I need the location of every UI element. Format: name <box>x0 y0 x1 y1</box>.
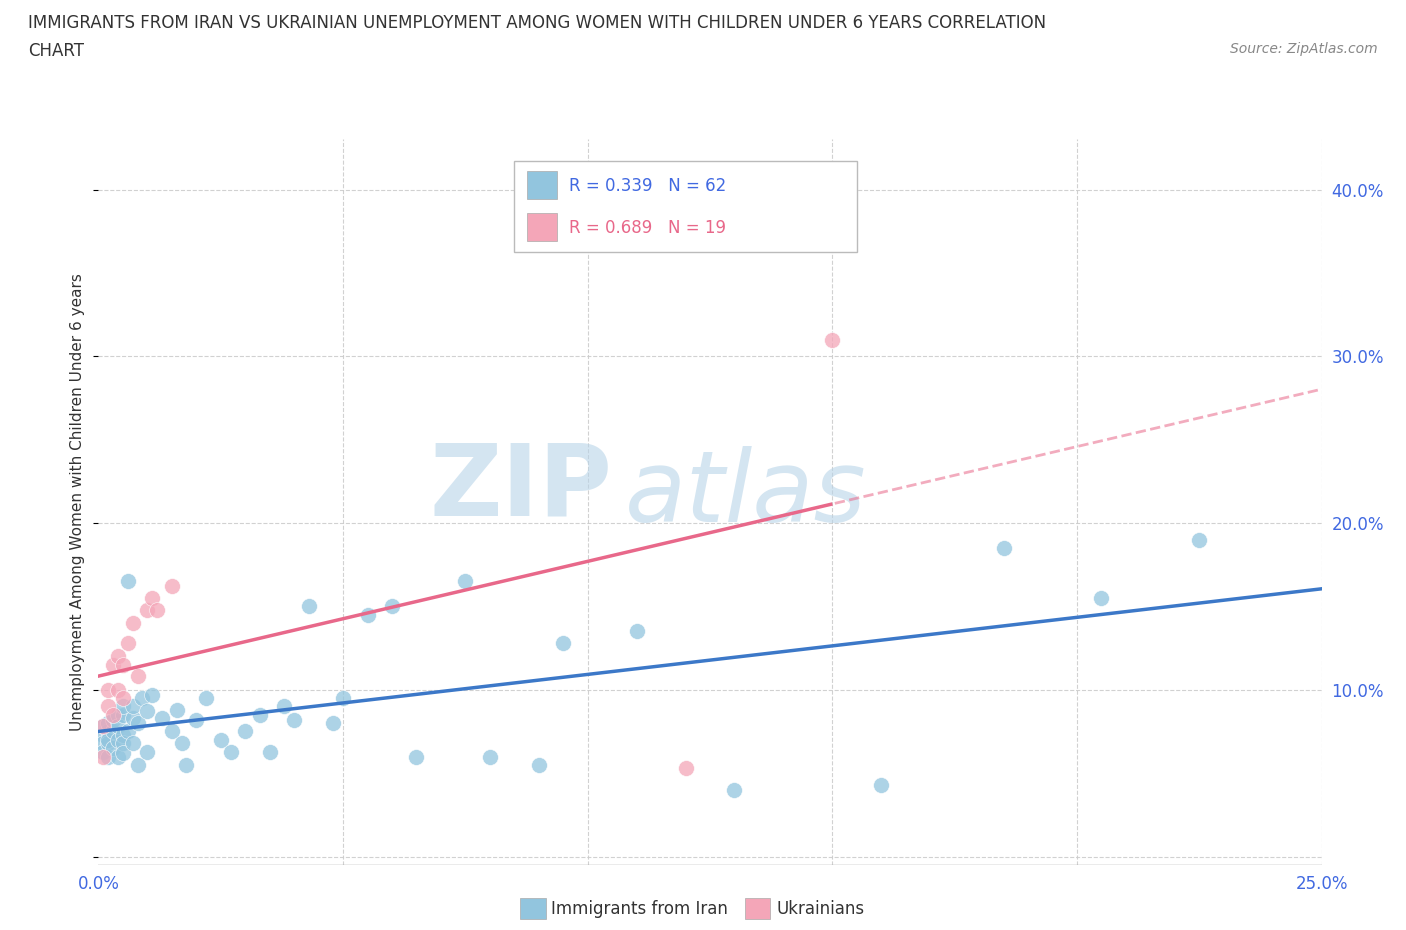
FancyBboxPatch shape <box>526 214 557 241</box>
Point <box>97 699 120 714</box>
Point <box>91 727 114 742</box>
Point <box>101 658 124 672</box>
Text: CHART: CHART <box>28 42 84 60</box>
Point <box>111 691 134 706</box>
Point <box>91 719 114 734</box>
Point <box>170 736 193 751</box>
Text: R = 0.339   N = 62: R = 0.339 N = 62 <box>569 177 727 195</box>
Point <box>176 757 198 772</box>
Point <box>322 716 344 731</box>
Point <box>136 744 159 759</box>
Point <box>107 719 129 734</box>
Point <box>107 733 129 748</box>
Point <box>121 711 143 725</box>
Text: Source: ZipAtlas.com: Source: ZipAtlas.com <box>1230 42 1378 56</box>
Point <box>454 574 477 589</box>
Point <box>97 716 120 731</box>
Point <box>97 733 120 748</box>
Point <box>553 636 575 651</box>
Point <box>146 603 169 618</box>
Point <box>233 724 256 739</box>
Point <box>97 724 120 739</box>
Point <box>107 683 129 698</box>
Point <box>160 579 183 594</box>
Point <box>117 636 139 651</box>
Point <box>111 727 134 742</box>
Point <box>117 574 139 589</box>
Text: atlas: atlas <box>624 446 866 543</box>
Point <box>527 757 550 772</box>
Point <box>127 757 149 772</box>
Point <box>101 740 124 755</box>
Point <box>219 744 242 759</box>
Point <box>111 746 134 761</box>
Point <box>97 683 120 698</box>
Point <box>993 540 1015 555</box>
Point <box>136 704 159 719</box>
Point <box>101 724 124 739</box>
Point <box>111 658 134 672</box>
Point <box>298 599 321 614</box>
Point <box>111 708 134 723</box>
Point <box>121 616 143 631</box>
Point <box>821 332 844 347</box>
Point <box>141 687 163 702</box>
Point <box>195 691 218 706</box>
Point <box>91 749 114 764</box>
Point <box>97 749 120 764</box>
Y-axis label: Unemployment Among Women with Children Under 6 years: Unemployment Among Women with Children U… <box>70 273 86 731</box>
Point <box>405 749 427 764</box>
Point <box>107 708 129 723</box>
Point <box>131 691 153 706</box>
Point <box>136 603 159 618</box>
Point <box>97 736 120 751</box>
Point <box>141 591 163 605</box>
Point <box>107 749 129 764</box>
Point <box>209 733 232 748</box>
Point <box>91 744 114 759</box>
Point <box>723 782 745 797</box>
Point <box>186 712 208 727</box>
Point <box>675 761 697 776</box>
Point <box>121 699 143 714</box>
Text: IMMIGRANTS FROM IRAN VS UKRAINIAN UNEMPLOYMENT AMONG WOMEN WITH CHILDREN UNDER 6: IMMIGRANTS FROM IRAN VS UKRAINIAN UNEMPL… <box>28 14 1046 32</box>
Point <box>259 744 281 759</box>
Point <box>117 724 139 739</box>
Text: ZIP: ZIP <box>429 439 612 537</box>
Point <box>166 702 188 717</box>
Point <box>127 669 149 684</box>
Point <box>1090 591 1112 605</box>
Point <box>273 699 295 714</box>
Point <box>91 736 114 751</box>
Point <box>283 712 305 727</box>
Point <box>870 777 893 792</box>
Text: Ukrainians: Ukrainians <box>776 899 865 918</box>
Point <box>127 716 149 731</box>
Point <box>356 607 378 622</box>
Text: Immigrants from Iran: Immigrants from Iran <box>551 899 728 918</box>
FancyBboxPatch shape <box>526 171 557 199</box>
Point <box>1188 532 1211 547</box>
Point <box>381 599 404 614</box>
Point <box>332 691 354 706</box>
Point <box>121 736 143 751</box>
Point <box>478 749 501 764</box>
Point <box>249 708 271 723</box>
Point <box>111 699 134 714</box>
Point <box>150 711 173 725</box>
Point <box>111 736 134 751</box>
Point <box>101 708 124 723</box>
Point <box>626 624 648 639</box>
Point <box>101 712 124 727</box>
FancyBboxPatch shape <box>515 161 856 252</box>
Point <box>91 719 114 734</box>
Text: R = 0.689   N = 19: R = 0.689 N = 19 <box>569 219 727 237</box>
Point <box>160 724 183 739</box>
Point <box>107 649 129 664</box>
